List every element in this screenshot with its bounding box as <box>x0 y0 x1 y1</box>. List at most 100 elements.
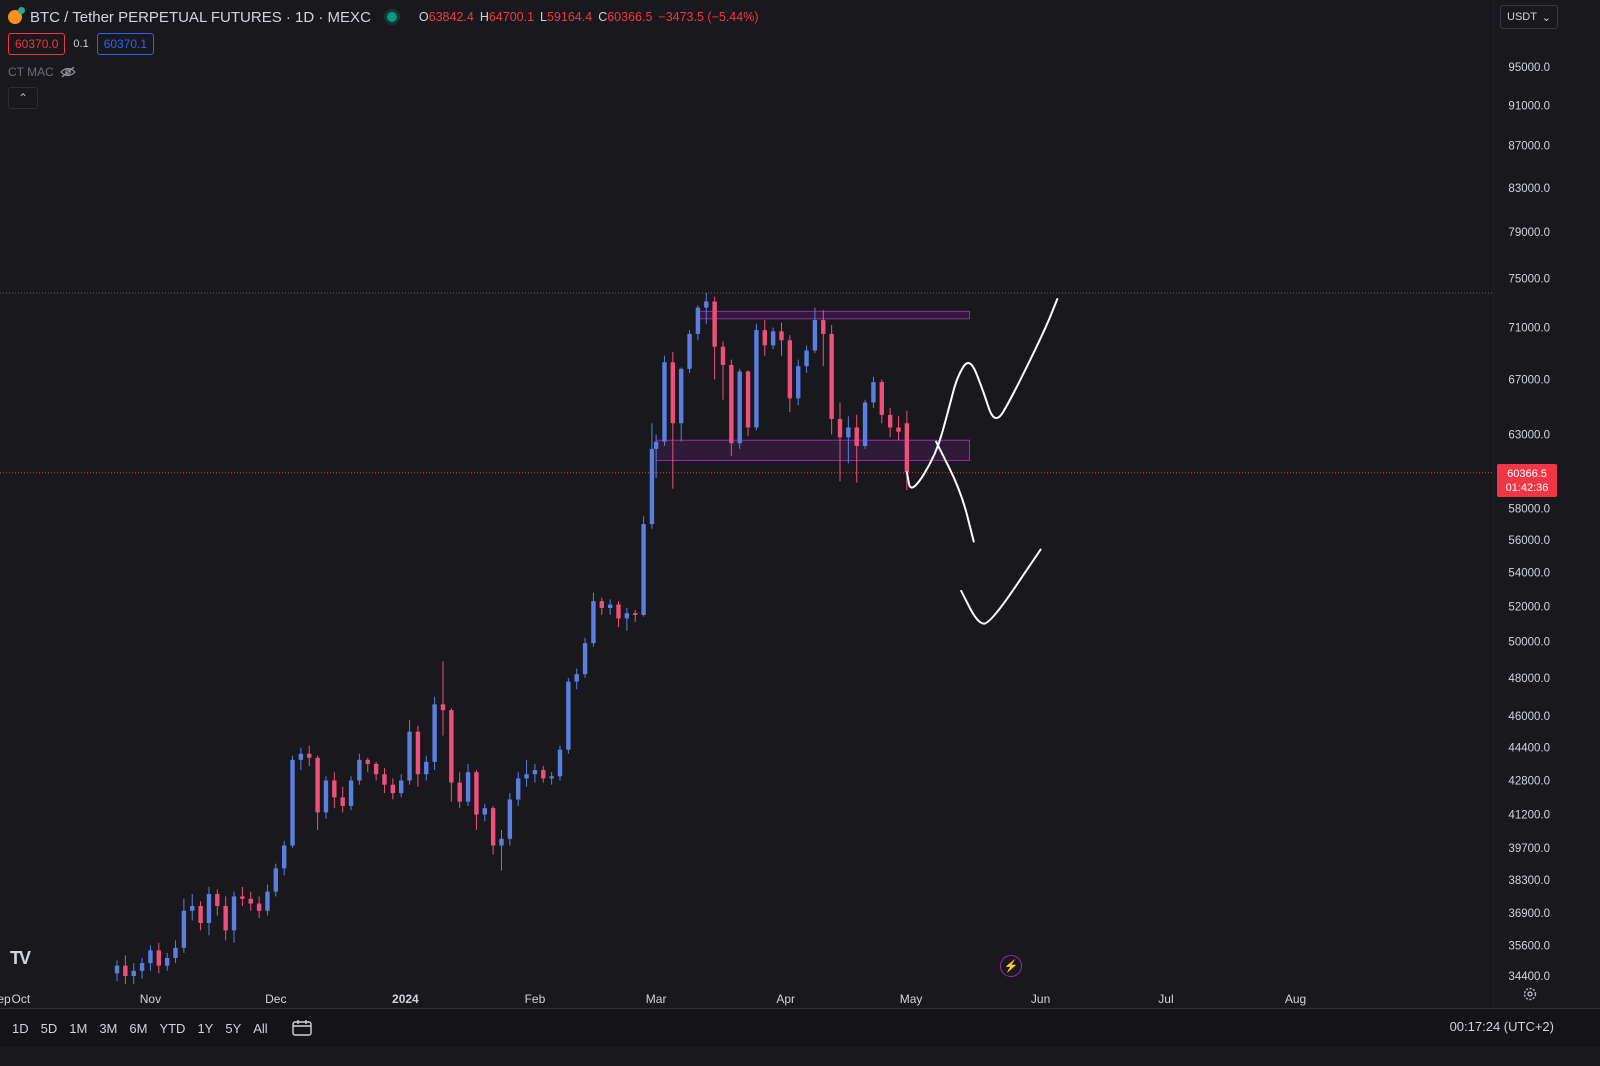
candle-body-87 <box>837 419 843 438</box>
candle-body-30 <box>365 759 370 764</box>
candle-body-26 <box>332 780 337 798</box>
candle-body-74 <box>729 364 734 444</box>
candle-body-41 <box>457 782 462 802</box>
candle-body-14 <box>231 896 237 931</box>
bitcoin-icon <box>8 7 25 24</box>
y-tick-label-12: 52000.0 <box>1508 601 1550 613</box>
candle-body-69 <box>687 333 692 369</box>
candle-body-37 <box>424 761 429 775</box>
candle-body-61 <box>624 613 630 619</box>
candle-body-84 <box>812 320 818 351</box>
range-button-5y[interactable]: 5Y <box>225 1020 242 1036</box>
candle-body-86 <box>829 333 834 420</box>
candle-body-2 <box>131 970 136 976</box>
clock-timezone[interactable]: 00:17:24 (UTC+2) <box>1449 1019 1554 1034</box>
candle-body-35 <box>407 731 412 781</box>
y-tick-label-18: 41200.0 <box>1508 810 1550 822</box>
candle-body-79 <box>770 331 776 346</box>
tradingview-logo-icon[interactable]: TV <box>10 948 31 968</box>
range-button-6m[interactable]: 6M <box>129 1020 148 1036</box>
candle-body-40 <box>449 710 454 783</box>
y-tick-label-10: 56000.0 <box>1508 535 1550 547</box>
candle-body-51 <box>541 770 546 779</box>
candle-body-76 <box>745 371 751 428</box>
y-tick-label-3: 83000.0 <box>1508 183 1550 195</box>
candle-body-46 <box>499 838 504 846</box>
range-button-3m[interactable]: 3M <box>99 1020 118 1036</box>
range-button-1y[interactable]: 1Y <box>197 1020 214 1036</box>
collapse-legend-button[interactable]: ⌃ <box>8 87 38 109</box>
hidden-eye-icon[interactable] <box>59 66 76 78</box>
candle-body-7 <box>173 947 178 958</box>
candle-body-89 <box>854 427 859 446</box>
candle-body-3 <box>139 963 145 971</box>
hand-drawn-path-0 <box>905 298 1059 489</box>
y-tick-label-4: 79000.0 <box>1508 227 1550 239</box>
gear-icon[interactable] <box>1522 986 1538 1002</box>
candle-body-56 <box>582 643 588 675</box>
y-tick-label-21: 36900.0 <box>1508 908 1550 920</box>
candle-body-24 <box>315 757 320 813</box>
candle-body-62 <box>633 613 638 615</box>
candle-body-19 <box>273 868 279 892</box>
calendar-goto-icon[interactable] <box>292 1020 312 1036</box>
x-tick-label-6: Mar <box>646 992 667 1006</box>
candle-body-36 <box>415 731 421 775</box>
candle-body-20 <box>281 845 287 869</box>
y-tick-label-6: 71000.0 <box>1508 323 1550 335</box>
candle-body-8 <box>181 910 187 948</box>
symbol-title[interactable]: BTC / Tether PERPETUAL FUTURES · 1D · ME… <box>30 8 371 26</box>
candle-body-23 <box>307 753 312 758</box>
high-value: 64700.1 <box>488 10 535 24</box>
candle-body-53 <box>557 749 563 777</box>
candle-body-73 <box>720 346 726 365</box>
candle-body-45 <box>490 808 496 846</box>
currency-selector[interactable]: USDT ⌄ <box>1500 5 1558 29</box>
range-button-1m[interactable]: 1M <box>69 1020 88 1036</box>
candle-body-13 <box>223 905 228 931</box>
range-button-1d[interactable]: 1D <box>12 1020 29 1036</box>
candle-body-5 <box>156 950 162 966</box>
candle-body-21 <box>290 759 295 846</box>
candle-body-12 <box>215 894 220 906</box>
candle-body-58 <box>599 601 604 608</box>
candle-body-65 <box>653 441 659 449</box>
x-tick-label-11: Aug <box>1285 992 1306 1006</box>
candle-body-78 <box>762 330 767 346</box>
candle-body-6 <box>164 957 170 966</box>
y-tick-label-23: 34400.0 <box>1508 971 1550 983</box>
candle-body-18 <box>265 891 270 911</box>
candle-body-29 <box>357 759 362 781</box>
buy-button[interactable]: 60370.1 <box>96 33 155 55</box>
candle-body-33 <box>390 784 396 794</box>
x-tick-label-9: Jun <box>1031 992 1050 1006</box>
market-status-icon[interactable] <box>386 12 397 22</box>
supply-demand-zone-0 <box>697 310 971 320</box>
candle-body-77 <box>754 330 759 428</box>
candle-body-9 <box>190 905 195 911</box>
candle-body-81 <box>787 340 793 399</box>
lightning-icon[interactable]: ⚡ <box>1000 955 1022 977</box>
sell-button[interactable]: 60370.0 <box>8 33 66 55</box>
range-button-5d[interactable]: 5D <box>40 1020 58 1036</box>
range-button-ytd[interactable]: YTD <box>159 1020 186 1036</box>
candle-body-80 <box>779 331 784 341</box>
x-tick-label-4: 2024 <box>392 992 419 1006</box>
candle-body-28 <box>348 780 354 806</box>
range-button-all[interactable]: All <box>253 1020 268 1036</box>
indicator-legend[interactable]: CT MAC <box>8 65 76 79</box>
x-tick-label-1: Oct <box>12 992 31 1006</box>
candle-body-39 <box>440 704 446 711</box>
y-tick-label-1: 91000.0 <box>1508 100 1550 112</box>
range-buttons: 1D 5D 1M 3M 6M YTD 1Y 5Y All <box>8 1017 272 1040</box>
candle-body-55 <box>574 674 579 682</box>
y-tick-label-0: 95000.0 <box>1508 62 1550 74</box>
candle-body-57 <box>591 601 596 644</box>
candle-body-92 <box>879 382 884 415</box>
candle-body-54 <box>566 681 571 750</box>
y-tick-label-5: 75000.0 <box>1508 274 1550 286</box>
bar-countdown: 01:42:36 <box>1505 481 1549 494</box>
candle-body-83 <box>804 350 809 367</box>
low-value: 59164.4 <box>547 10 593 24</box>
